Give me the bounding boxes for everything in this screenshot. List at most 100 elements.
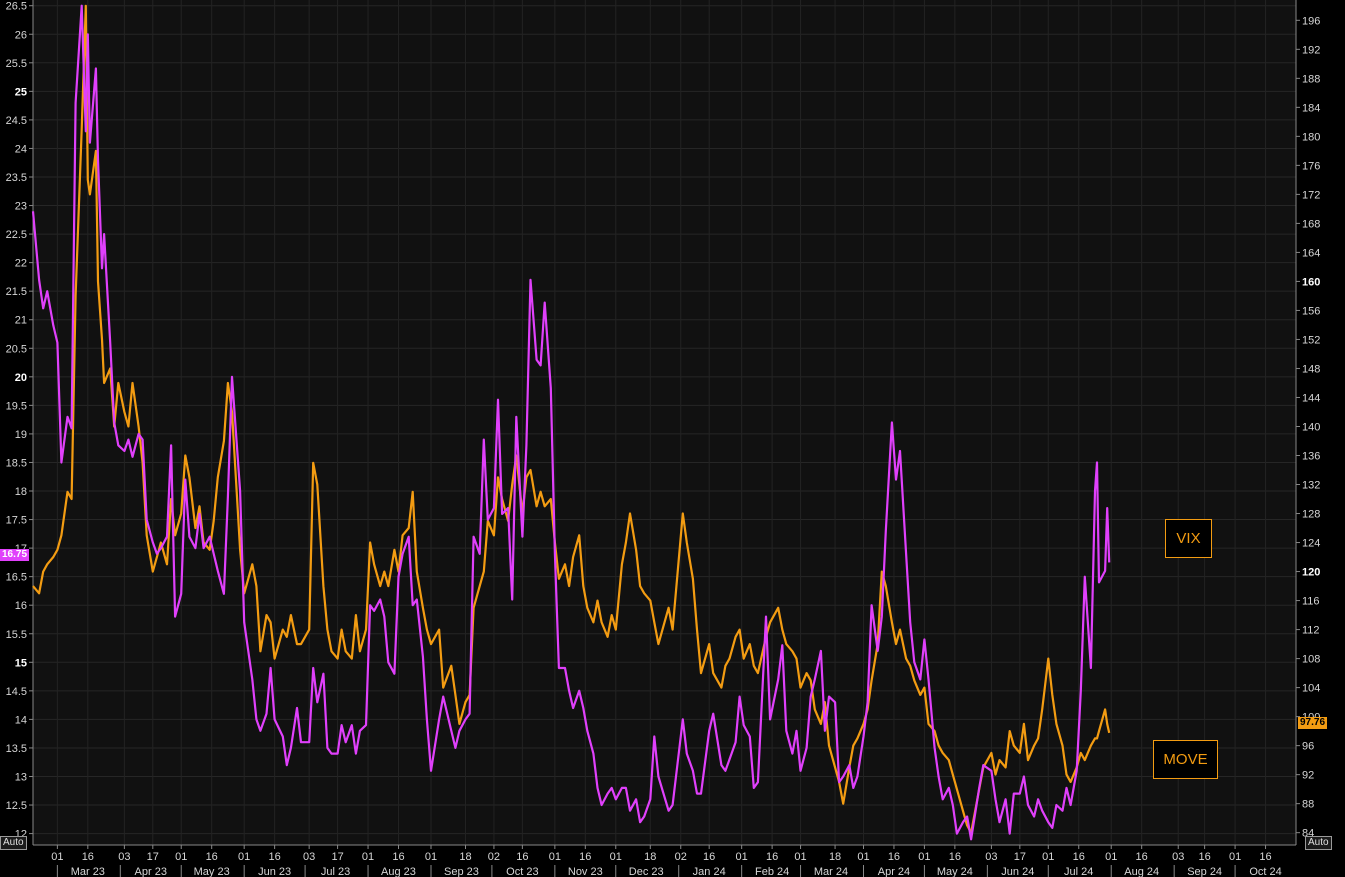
y-left-tick-label: 14 [15,714,27,726]
x-day-tick-label: 03 [1172,851,1184,863]
y-right-tick-label: 196 [1302,15,1320,27]
y-right-tick-label: 116 [1302,596,1320,608]
y-left-tick-label: 13 [15,771,27,783]
x-day-tick-label: 01 [736,851,748,863]
auto-scale-button-right[interactable]: Auto [1305,836,1332,850]
y-right-tick-label: 160 [1302,276,1320,288]
x-day-tick-label: 16 [703,851,715,863]
x-day-tick-label: 01 [918,851,930,863]
y-right-tick-label: 164 [1302,247,1320,259]
x-month-label: Apr 24 [878,866,910,877]
y-right-tick-label: 92 [1302,770,1314,782]
y-left-tick-label: 16 [15,600,27,612]
x-day-tick-label: 01 [857,851,869,863]
x-day-tick-label: 16 [579,851,591,863]
x-month-label: Apr 23 [135,866,167,877]
y-right-tick-label: 140 [1302,421,1320,433]
x-day-tick-label: 01 [238,851,250,863]
x-day-tick-label: 01 [51,851,63,863]
series-line-vix [31,4,1111,841]
y-left-tick-label: 14.5 [6,686,27,698]
x-month-label: Jun 23 [258,866,291,877]
y-left-tick-label: 15.5 [6,629,27,641]
x-day-tick-label: 03 [985,851,997,863]
vix-last-value-badge: 16.75 [0,549,30,561]
x-day-tick-label: 17 [1014,851,1026,863]
x-month-label: Oct 24 [1249,866,1281,877]
y-left-tick-label: 23.5 [6,172,27,184]
x-month-label: Aug 24 [1124,866,1159,877]
x-day-tick-label: 16 [1073,851,1085,863]
x-day-tick-label: 16 [1259,851,1271,863]
y-left-tick-label: 21.5 [6,286,27,298]
y-left-tick-label: 26.5 [6,1,27,13]
x-day-tick-label: 16 [1199,851,1211,863]
x-day-tick-label: 16 [516,851,528,863]
y-right-tick-label: 184 [1302,102,1320,114]
x-month-label: Dec 23 [629,866,664,877]
x-day-tick-label: 18 [644,851,656,863]
y-left-tick-label: 26 [15,29,27,41]
y-right-tick-label: 176 [1302,160,1320,172]
y-left-tick-label: 22.5 [6,229,27,241]
x-day-tick-label: 03 [118,851,130,863]
x-day-tick-label: 16 [766,851,778,863]
y-left-tick-label: 18.5 [6,457,27,469]
plot-area [33,0,1296,845]
y-right-tick-label: 136 [1302,451,1320,463]
y-left-tick-label: 20 [15,372,27,384]
y-right-tick-label: 88 [1302,799,1314,811]
x-month-label: Sep 23 [444,866,479,877]
move-last-value-badge: 97.76 [1298,717,1328,729]
y-left-tick-label: 12.5 [6,800,27,812]
x-month-label: Aug 23 [381,866,416,877]
x-month-label: May 23 [194,866,230,877]
y-right-tick-label: 172 [1302,189,1320,201]
legend-vix: VIX [1165,519,1212,558]
x-month-label: Jul 23 [321,866,350,877]
x-day-tick-label: 01 [794,851,806,863]
legend-move: MOVE [1153,740,1218,779]
y-left-tick-label: 25.5 [6,58,27,70]
y-right-tick-label: 192 [1302,44,1320,56]
x-day-tick-label: 01 [1229,851,1241,863]
y-left-tick-label: 23 [15,201,27,213]
x-day-tick-label: 17 [147,851,159,863]
y-right-tick-label: 96 [1302,741,1314,753]
x-month-label: Feb 24 [755,866,789,877]
x-day-tick-label: 16 [206,851,218,863]
x-day-tick-label: 16 [949,851,961,863]
x-day-tick-label: 02 [675,851,687,863]
y-left-tick-label: 15 [15,657,27,669]
x-month-label: Mar 23 [71,866,105,877]
auto-scale-button-left[interactable]: Auto [0,836,27,850]
y-left-tick-label: 13.5 [6,743,27,755]
y-right-tick-label: 128 [1302,509,1320,521]
x-day-tick-label: 01 [175,851,187,863]
x-day-tick-label: 01 [425,851,437,863]
y-right-tick-label: 132 [1302,480,1320,492]
series-line-move [32,4,1111,834]
y-right-tick-label: 108 [1302,654,1320,666]
x-month-label: Oct 23 [506,866,538,877]
y-right-tick-label: 188 [1302,73,1320,85]
x-day-tick-label: 02 [488,851,500,863]
y-right-tick-label: 124 [1302,538,1320,550]
y-left-tick-label: 19 [15,429,27,441]
x-day-tick-label: 16 [269,851,281,863]
y-left-tick-label: 21 [15,315,27,327]
x-month-label: May 24 [937,866,973,877]
y-left-tick-label: 19.5 [6,400,27,412]
x-month-label: Jul 24 [1064,866,1093,877]
y-left-tick-label: 18 [15,486,27,498]
y-right-tick-label: 148 [1302,363,1320,375]
y-left-tick-label: 16.5 [6,572,27,584]
y-right-tick-label: 180 [1302,131,1320,143]
y-left-tick-label: 20.5 [6,343,27,355]
y-right-tick-label: 112 [1302,625,1320,637]
y-right-tick-label: 168 [1302,218,1320,230]
x-day-tick-label: 01 [1105,851,1117,863]
y-right-tick-label: 152 [1302,334,1320,346]
